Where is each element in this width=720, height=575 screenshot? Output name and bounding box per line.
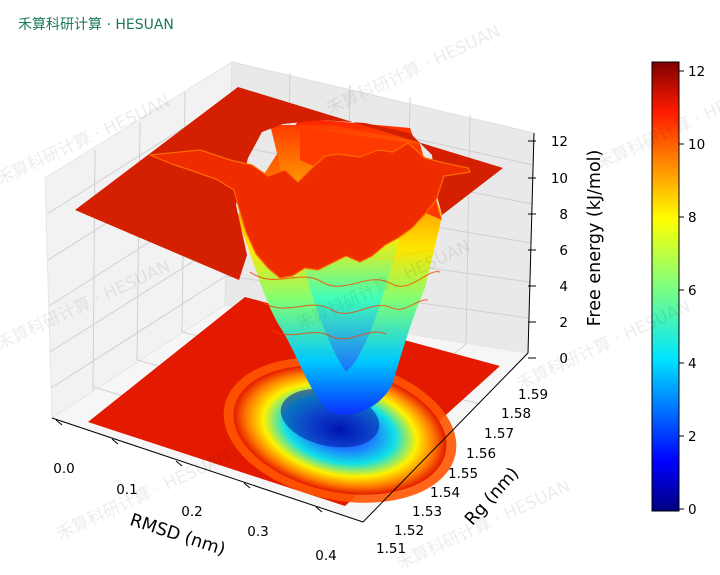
colorbar <box>651 61 680 512</box>
x-tick-4: 0.4 <box>315 548 336 564</box>
z-tick-8: 8 <box>559 207 568 223</box>
surface-plateau <box>75 87 503 280</box>
y-tick-8: 1.59 <box>518 387 548 403</box>
x-tick-0: 0.0 <box>53 461 74 477</box>
x-tick-1: 0.1 <box>116 482 137 498</box>
y-tick-1: 1.52 <box>394 523 424 539</box>
colorbar-tick-10: 10 <box>688 137 705 153</box>
y-tick-3: 1.54 <box>430 485 460 501</box>
y-tick-5: 1.56 <box>466 446 496 462</box>
colorbar-tick-4: 4 <box>688 356 697 372</box>
y-tick-6: 1.57 <box>484 426 514 442</box>
x-axis-label: RMSD (nm) <box>127 510 228 560</box>
y-tick-2: 1.53 <box>412 504 442 520</box>
z-tick-0: 0 <box>559 351 568 367</box>
y-tick-0: 1.51 <box>376 541 406 557</box>
z-axis-label: Free energy (kJ/mol) <box>585 150 605 327</box>
z-ticks: 12 10 8 6 4 2 0 <box>528 134 568 367</box>
x-tick-2: 0.2 <box>181 504 202 520</box>
brand-label: 禾算科研计算 · HESUAN <box>18 17 174 33</box>
y-tick-4: 1.55 <box>448 466 478 482</box>
colorbar-tick-2: 2 <box>688 429 697 445</box>
colorbar-tick-8: 8 <box>688 210 697 226</box>
colorbar-ticks: 0 2 4 6 8 10 12 <box>679 64 705 518</box>
z-tick-6: 6 <box>559 243 568 259</box>
z-tick-12: 12 <box>551 134 568 150</box>
x-tick-3: 0.3 <box>247 524 268 540</box>
z-tick-4: 4 <box>559 279 568 295</box>
y-ticks: 1.51 1.52 1.53 1.54 1.55 1.56 1.57 1.58 … <box>376 387 548 557</box>
y-tick-7: 1.58 <box>501 406 531 422</box>
axis-lines <box>51 132 535 523</box>
colorbar-tick-12: 12 <box>688 64 705 80</box>
z-tick-10: 10 <box>551 171 568 187</box>
plateau-rim <box>149 142 471 279</box>
colorbar-tick-6: 6 <box>688 283 697 299</box>
colorbar-tick-0: 0 <box>688 502 697 518</box>
x-ticks: 0.0 0.1 0.2 0.3 0.4 <box>53 419 337 564</box>
z-tick-2: 2 <box>559 315 568 331</box>
